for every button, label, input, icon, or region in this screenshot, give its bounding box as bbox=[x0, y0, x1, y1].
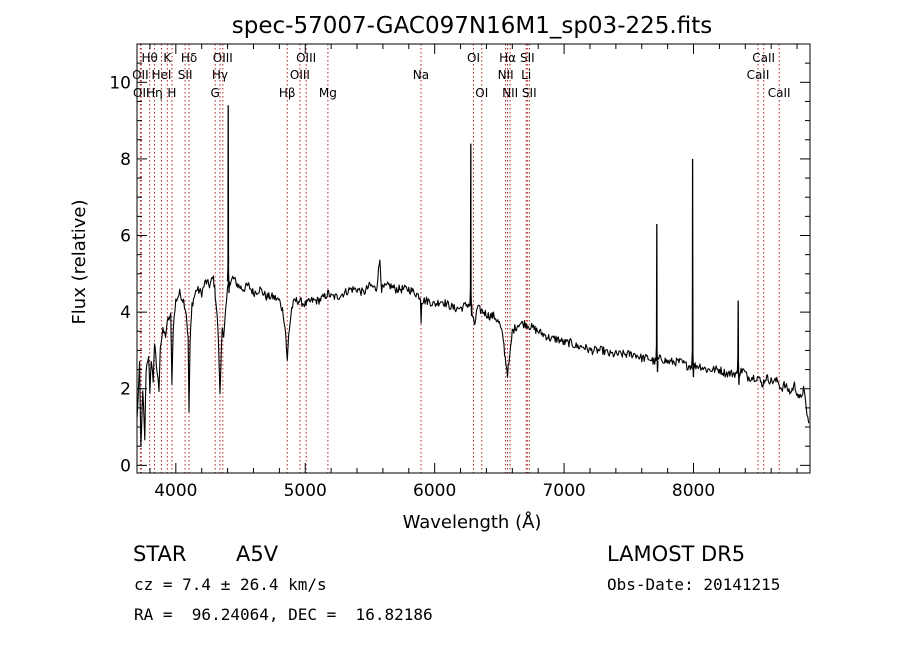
line-marker-label: NII bbox=[498, 68, 514, 82]
line-marker-label: Hη bbox=[146, 86, 163, 100]
emission-spike bbox=[691, 158, 695, 378]
emission-spike bbox=[469, 143, 473, 317]
emission-spikes bbox=[226, 105, 740, 385]
x-tick-label: 8000 bbox=[672, 481, 715, 501]
line-marker-label: Hα bbox=[499, 51, 516, 65]
y-tick-label: 8 bbox=[120, 150, 131, 170]
line-marker-label: OIII bbox=[290, 68, 310, 82]
line-marker-labels: OIIOIIHθHηHeIKHHδSIIGHγOIIIHβOIIIOIIIMgN… bbox=[132, 51, 791, 100]
line-marker-label: Hβ bbox=[279, 86, 296, 100]
x-axis-ticks: 4000 5000 6000 7000 8000 bbox=[149, 44, 798, 501]
line-marker-label: Hγ bbox=[212, 68, 228, 82]
line-marker-label: G bbox=[211, 86, 220, 100]
redshift-readout: cz = 7.4 ± 26.4 km/s bbox=[134, 575, 327, 594]
line-marker-label: OI bbox=[475, 86, 488, 100]
y-tick-label: 4 bbox=[120, 303, 131, 323]
line-marker-label: CaII bbox=[747, 68, 770, 82]
y-tick-label: 10 bbox=[109, 73, 131, 93]
line-marker-label: SII bbox=[178, 68, 193, 82]
y-tick-label: 2 bbox=[120, 380, 131, 400]
y-tick-label: 6 bbox=[120, 227, 131, 247]
x-tick-label: 7000 bbox=[542, 481, 585, 501]
y-axis-ticks: 0 2 4 6 8 10 bbox=[109, 43, 810, 476]
line-marker-label: OIII bbox=[213, 51, 233, 65]
line-marker-label: NII bbox=[502, 86, 518, 100]
line-markers bbox=[139, 44, 780, 473]
x-tick-label: 5000 bbox=[284, 481, 327, 501]
y-axis-label: Flux (relative) bbox=[69, 199, 90, 324]
line-marker-label: SII bbox=[522, 86, 537, 100]
line-marker-label: CaII bbox=[752, 51, 775, 65]
survey-name: LAMOST DR5 bbox=[607, 542, 745, 566]
spectral-subclass: A5V bbox=[236, 542, 279, 566]
emission-spike bbox=[736, 300, 740, 385]
chart-title: spec-57007-GAC097N16M1_sp03-225.fits bbox=[232, 13, 712, 39]
line-marker-label: HeI bbox=[151, 68, 171, 82]
line-marker-label: H bbox=[167, 86, 176, 100]
coordinates-readout: RA = 96.24064, DEC = 16.82186 bbox=[134, 605, 433, 624]
line-marker-label: OII bbox=[132, 68, 149, 82]
emission-spike bbox=[226, 105, 231, 294]
line-marker-label: OIII bbox=[296, 51, 316, 65]
line-marker-label: K bbox=[163, 51, 172, 65]
line-marker-label: OI bbox=[467, 51, 480, 65]
emission-spike bbox=[655, 223, 659, 373]
x-axis-label: Wavelength (Å) bbox=[403, 511, 542, 533]
line-marker-label: Hδ bbox=[181, 51, 197, 65]
observation-date: Obs-Date: 20141215 bbox=[607, 575, 780, 594]
spectrum-line bbox=[136, 259, 810, 446]
x-tick-label: 4000 bbox=[154, 481, 197, 501]
plot-frame bbox=[136, 43, 811, 474]
object-class: STAR bbox=[133, 542, 186, 566]
line-marker-label: Na bbox=[413, 68, 429, 82]
line-marker-label: CaII bbox=[768, 86, 791, 100]
y-tick-label: 0 bbox=[120, 456, 131, 476]
line-marker-label: Mg bbox=[319, 86, 337, 100]
line-marker-label: Li bbox=[521, 68, 531, 82]
line-marker-label: SII bbox=[520, 51, 535, 65]
line-marker-label: Hθ bbox=[141, 51, 157, 65]
x-tick-label: 6000 bbox=[413, 481, 456, 501]
